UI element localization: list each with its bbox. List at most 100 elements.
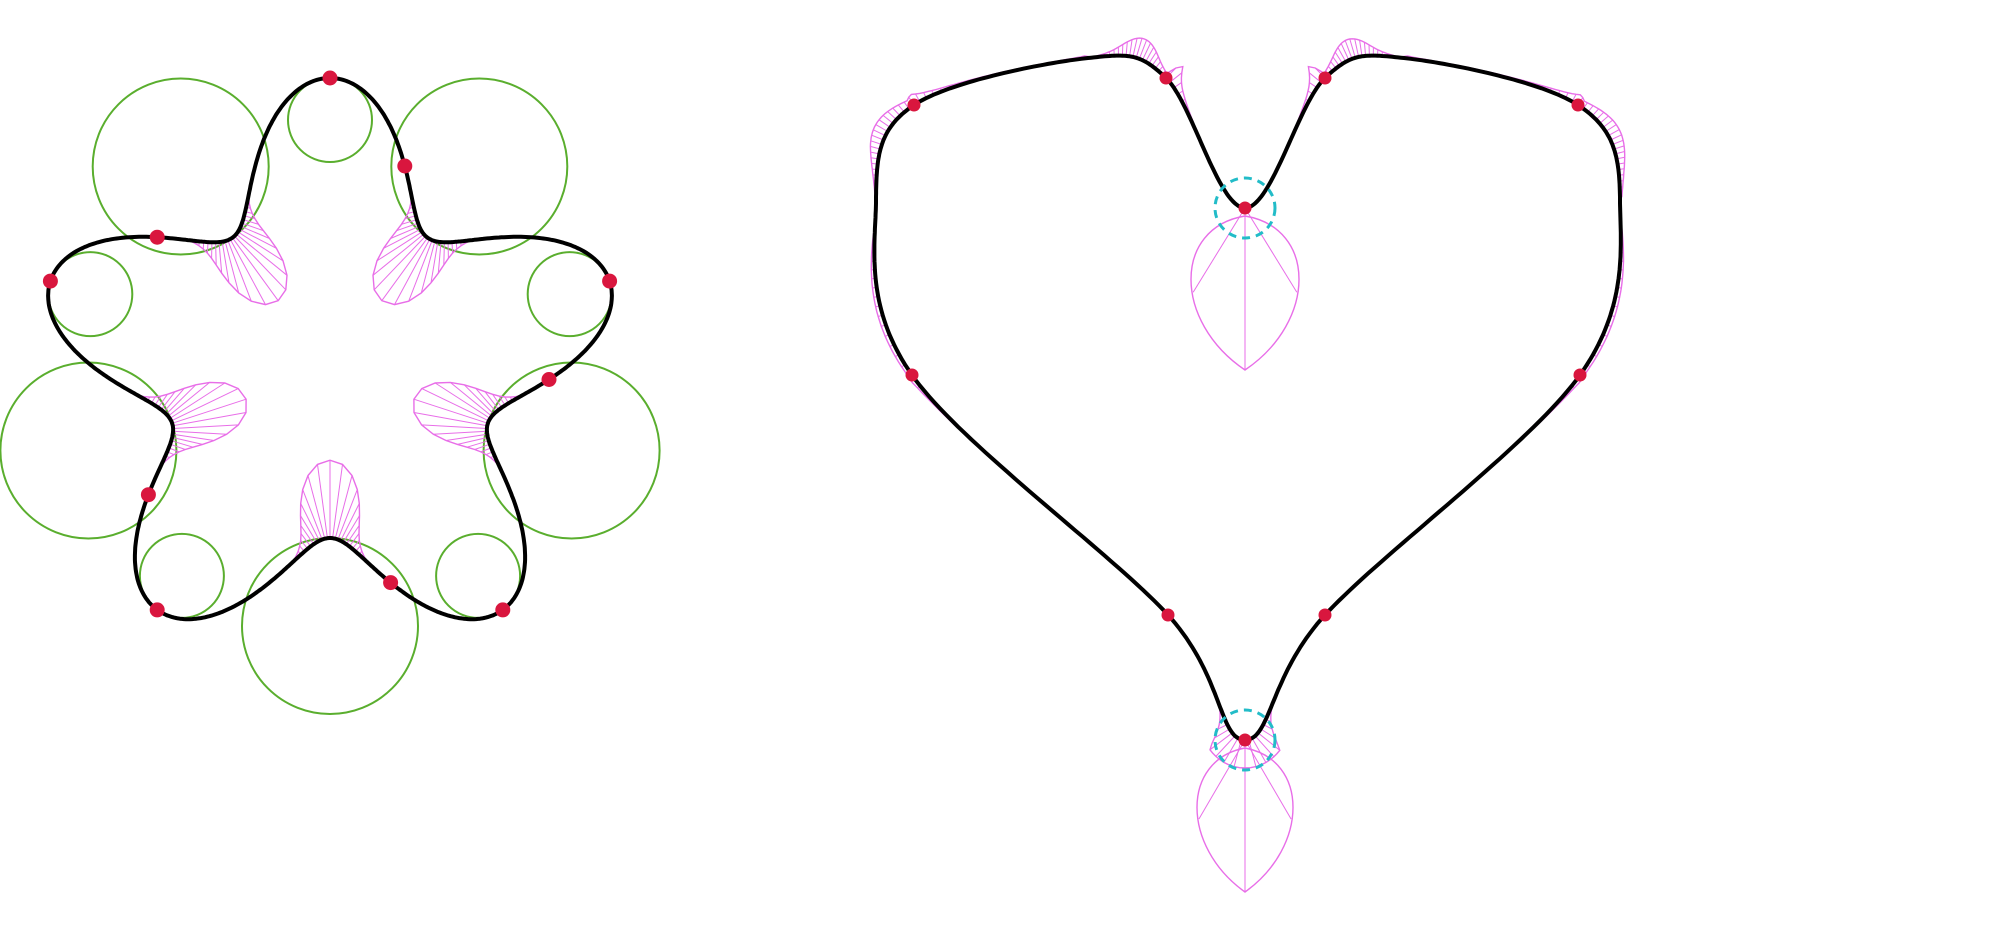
control-point	[1238, 733, 1252, 747]
comb-tooth	[1605, 124, 1617, 132]
comb-tooth	[1141, 42, 1151, 61]
comb-tooth	[449, 382, 493, 417]
comb-tooth	[1607, 129, 1620, 137]
comb-tooth	[229, 238, 266, 305]
comb-tooth	[408, 240, 433, 302]
comb-envelope	[869, 37, 1626, 769]
heart-cusp-markers	[1213, 176, 1277, 772]
comb-tooth	[1223, 737, 1239, 763]
comb-tooth	[169, 382, 226, 419]
comb-tooth	[345, 525, 360, 545]
heart-figure	[869, 37, 1626, 893]
comb-tooth	[1602, 119, 1614, 128]
control-point	[495, 602, 511, 618]
comb-tooth	[300, 503, 320, 542]
comb-tooth	[302, 489, 323, 540]
comb-tooth	[1340, 43, 1350, 61]
cusp-comb	[1190, 207, 1300, 371]
comb-tooth	[421, 424, 487, 429]
comb-tooth	[169, 443, 186, 450]
comb-tooth	[172, 412, 247, 427]
control-point	[322, 70, 338, 86]
comb-tooth	[1192, 207, 1246, 293]
osculating-circle	[390, 77, 569, 256]
comb-tooth	[394, 238, 431, 305]
control-point	[1318, 71, 1332, 85]
comb-tooth	[474, 443, 491, 450]
osculating-circle	[287, 77, 373, 163]
comb-tooth	[1145, 46, 1155, 63]
comb-tooth	[300, 525, 315, 545]
comb-tooth	[167, 382, 211, 417]
control-point	[602, 273, 618, 289]
control-point	[149, 229, 165, 245]
comb-tooth	[421, 388, 490, 422]
flower-figure	[0, 70, 661, 715]
comb-tooth	[372, 233, 425, 276]
osculating-circle	[241, 537, 419, 715]
control-point	[1318, 608, 1332, 622]
comb-tooth	[307, 475, 326, 539]
comb-tooth	[348, 533, 360, 547]
comb-tooth	[1125, 41, 1128, 56]
comb-tooth	[1349, 38, 1356, 58]
cusp-marker	[1213, 708, 1277, 772]
comb-tooth	[342, 515, 360, 543]
comb-tooth	[433, 430, 487, 435]
comb-tooth	[172, 433, 215, 441]
heart-curvature-comb	[869, 37, 1626, 893]
comb-tooth	[235, 233, 288, 276]
comb-tooth	[1308, 72, 1322, 83]
comb-tooth	[401, 219, 418, 225]
comb-tooth	[1337, 47, 1347, 63]
comb-tooth	[1363, 42, 1367, 56]
comb-tooth	[1198, 739, 1246, 820]
comb-tooth	[875, 124, 888, 132]
comb-tooth	[224, 240, 240, 294]
comb-tooth	[241, 222, 264, 232]
osculating-circle	[0, 361, 178, 540]
comb-tooth	[413, 412, 488, 427]
comb-tooth	[1344, 40, 1353, 60]
comb-tooth	[221, 241, 230, 283]
comb-tooth	[390, 225, 420, 239]
comb-tooth	[165, 384, 197, 415]
comb-tooth	[1138, 39, 1148, 60]
comb-tooth	[334, 475, 353, 539]
comb-tooth	[1215, 735, 1236, 757]
control-point	[1161, 608, 1175, 622]
comb-tooth	[376, 231, 423, 262]
comb-tooth	[1257, 732, 1281, 751]
comb-tooth	[340, 503, 360, 542]
comb-tooth	[1260, 728, 1276, 739]
comb-tooth	[484, 391, 500, 411]
comb-tooth	[396, 222, 419, 232]
comb-tooth	[1132, 38, 1138, 58]
comb-tooth	[239, 228, 277, 249]
comb-tooth	[475, 387, 497, 413]
heart-curve	[872, 53, 1623, 742]
comb-tooth	[240, 225, 270, 239]
control-point	[140, 487, 156, 503]
control-point	[1571, 98, 1585, 112]
comb-tooth	[242, 219, 259, 225]
comb-tooth	[492, 394, 503, 408]
comb-tooth	[171, 436, 203, 445]
control-point	[1573, 368, 1587, 382]
comb-tooth	[337, 489, 358, 540]
comb-tooth	[1209, 732, 1233, 751]
comb-tooth	[1244, 207, 1298, 293]
comb-tooth	[420, 240, 436, 294]
comb-tooth	[1251, 737, 1267, 763]
cusp-marker	[1213, 176, 1277, 240]
control-point	[1238, 201, 1252, 215]
comb-tooth	[157, 394, 168, 408]
comb-tooth	[1135, 38, 1143, 58]
comb-tooth	[1129, 39, 1133, 57]
control-point	[383, 575, 399, 591]
comb-tooth	[237, 231, 284, 262]
comb-tooth	[413, 398, 489, 424]
comb-tooth	[882, 115, 894, 124]
comb-tooth	[173, 430, 227, 435]
comb-tooth	[434, 382, 491, 419]
